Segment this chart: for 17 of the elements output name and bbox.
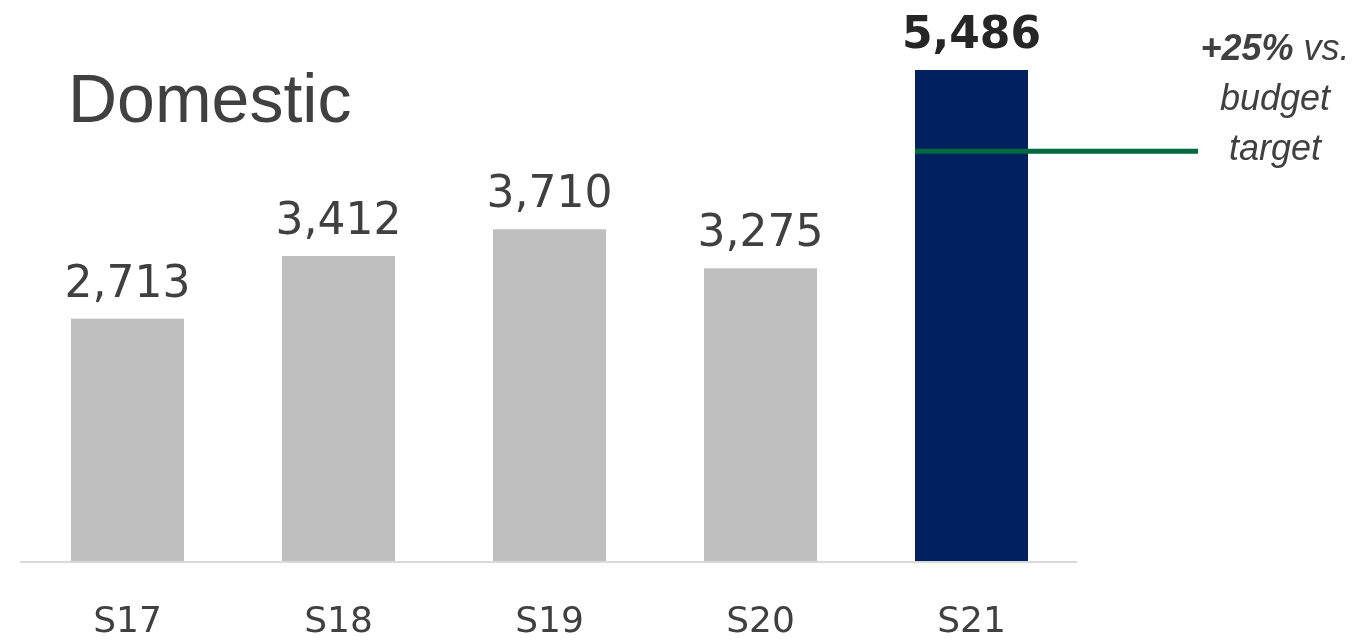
x-tick-label: S19 [515, 599, 584, 640]
x-tick-label: S17 [93, 599, 162, 640]
bar [71, 318, 184, 562]
chart-title: Domestic [68, 60, 352, 136]
data-label: 3,710 [486, 166, 613, 218]
bar [704, 268, 817, 562]
x-tick-label: S20 [726, 599, 795, 640]
x-tick-label: S21 [937, 599, 1006, 640]
bar [915, 70, 1028, 562]
data-label: 3,412 [275, 193, 402, 244]
ref-line-label: +25% vs. budget target [1200, 27, 1350, 168]
bar [282, 256, 395, 562]
data-label: 3,275 [697, 205, 824, 257]
data-label: 5,486 [901, 7, 1042, 58]
data-label: 2,713 [64, 255, 191, 307]
bar [493, 229, 606, 562]
x-tick-label: S18 [304, 599, 373, 640]
